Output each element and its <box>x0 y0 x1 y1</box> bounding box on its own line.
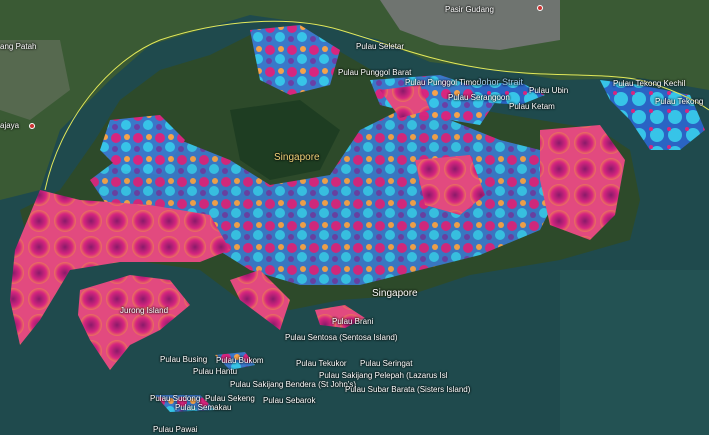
northeast-patch <box>380 85 430 118</box>
sentosa-island <box>315 305 365 328</box>
label-singapore-city[interactable]: Singapore <box>372 288 418 299</box>
label-pasir-gudang[interactable]: Pasir Gudang <box>445 5 494 14</box>
label-pulau-hantu[interactable]: Pulau Hantu <box>193 367 238 376</box>
label-pulau-busing[interactable]: Pulau Busing <box>160 355 208 364</box>
place-marker-icon[interactable] <box>29 123 35 129</box>
label-pulau-brani[interactable]: Pulau Brani <box>332 317 374 326</box>
north-overlay <box>250 25 340 95</box>
west-magenta <box>10 190 230 345</box>
label-pulau-ketam[interactable]: Pulau Ketam <box>509 102 555 111</box>
changi-overlay <box>540 125 625 240</box>
label-pulau-subar-barata[interactable]: Pulau Subar Barata (Sisters Island) <box>345 385 471 394</box>
label-pulau-sentosa[interactable]: Pulau Sentosa (Sentosa Island) <box>285 333 398 342</box>
label-ajaya[interactable]: ajaya <box>0 121 20 130</box>
bukom-island <box>215 352 255 370</box>
label-pulau-semakau[interactable]: Pulau Semakau <box>175 403 232 412</box>
east-patch <box>415 155 485 215</box>
label-pulau-tekong-kechil[interactable]: Pulau Tekong Kechil <box>613 79 686 88</box>
tuas-strip <box>230 270 290 330</box>
semakau-island <box>155 395 215 412</box>
label-pulau-sakijang-bendera[interactable]: Pulau Sakijang Bendera (St John's) <box>230 380 357 389</box>
tekong-island <box>600 80 705 150</box>
label-jurong-island[interactable]: Jurong Island <box>120 306 169 315</box>
northwest-overlay <box>100 115 185 175</box>
label-johor-strait[interactable]: Johor Strait <box>477 77 524 87</box>
johor-mainland <box>0 0 709 200</box>
label-pulau-sekeng[interactable]: Pulau Sekeng <box>205 394 255 403</box>
ubin-island <box>470 82 545 105</box>
label-singapore-center[interactable]: Singapore <box>274 152 320 163</box>
imagery-seam <box>560 270 709 435</box>
label-pulau-sakijang-pelepah[interactable]: Pulau Sakijang Pelepah (Lazarus Isl <box>319 371 448 380</box>
label-pulau-ubin[interactable]: Pulau Ubin <box>529 86 569 95</box>
label-ang-patah[interactable]: ang Patah <box>0 42 37 51</box>
jurong-island-overlay <box>78 275 190 370</box>
label-pulau-serangoon[interactable]: Pulau Serangoon <box>448 93 510 102</box>
label-pulau-tekong[interactable]: Pulau Tekong <box>655 97 704 106</box>
label-pulau-selatar[interactable]: Pulau Seletar <box>356 42 405 51</box>
border-line <box>44 20 709 191</box>
label-pulau-tekukor[interactable]: Pulau Tekukor <box>296 359 347 368</box>
label-pulau-sebarok[interactable]: Pulau Sebarok <box>263 396 316 405</box>
label-pulau-bukom[interactable]: Pulau Bukom <box>216 356 264 365</box>
johor-urban-west <box>0 40 70 120</box>
label-pulau-sudong[interactable]: Pulau Sudong <box>150 394 201 403</box>
label-pulau-pawai[interactable]: Pulau Pawai <box>153 425 198 434</box>
label-pulau-seringat[interactable]: Pulau Seringat <box>360 359 413 368</box>
central-catchment <box>230 100 340 180</box>
place-marker-icon[interactable] <box>537 5 543 11</box>
label-pulau-punggol-barat[interactable]: Pulau Punggol Barat <box>338 68 412 77</box>
johor-urban <box>380 0 560 50</box>
label-pulau-punggol-timor[interactable]: Pulau Punggol Timor <box>405 78 480 87</box>
